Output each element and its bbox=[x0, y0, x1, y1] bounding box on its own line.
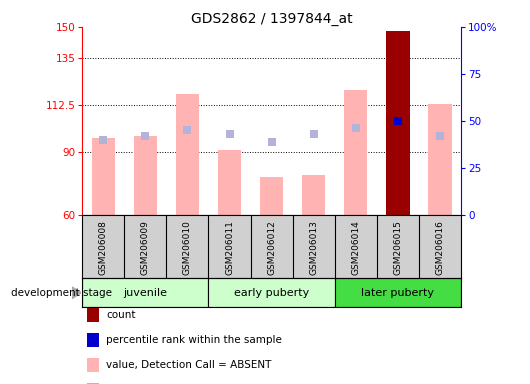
Text: GSM206016: GSM206016 bbox=[436, 220, 445, 275]
Text: value, Detection Call = ABSENT: value, Detection Call = ABSENT bbox=[106, 360, 271, 370]
Point bbox=[267, 139, 276, 145]
Bar bbox=[302, 175, 325, 215]
Point bbox=[183, 127, 192, 134]
Text: GSM206011: GSM206011 bbox=[225, 220, 234, 275]
Text: GSM206009: GSM206009 bbox=[141, 220, 150, 275]
Bar bbox=[335, 278, 461, 307]
Polygon shape bbox=[72, 286, 81, 299]
Text: development stage: development stage bbox=[11, 288, 112, 298]
Point bbox=[394, 118, 402, 124]
Bar bbox=[82, 278, 208, 307]
Text: GSM206010: GSM206010 bbox=[183, 220, 192, 275]
Text: GSM206008: GSM206008 bbox=[99, 220, 108, 275]
Text: GDS2862 / 1397844_at: GDS2862 / 1397844_at bbox=[191, 12, 352, 25]
Bar bbox=[218, 150, 241, 215]
Point bbox=[436, 133, 444, 139]
Point bbox=[351, 126, 360, 132]
Bar bbox=[208, 278, 335, 307]
Point bbox=[141, 133, 149, 139]
Text: early puberty: early puberty bbox=[234, 288, 309, 298]
Text: GSM206014: GSM206014 bbox=[351, 220, 360, 275]
Point bbox=[310, 131, 318, 137]
Text: GSM206012: GSM206012 bbox=[267, 220, 276, 275]
Bar bbox=[176, 94, 199, 215]
Text: GSM206015: GSM206015 bbox=[393, 220, 402, 275]
Bar bbox=[386, 31, 410, 215]
Point bbox=[99, 137, 108, 143]
Bar bbox=[428, 104, 452, 215]
Bar bbox=[134, 136, 157, 215]
Text: juvenile: juvenile bbox=[123, 288, 167, 298]
Bar bbox=[92, 138, 115, 215]
Bar bbox=[344, 89, 367, 215]
Text: later puberty: later puberty bbox=[361, 288, 435, 298]
Bar bbox=[260, 177, 283, 215]
Text: percentile rank within the sample: percentile rank within the sample bbox=[106, 335, 282, 345]
Text: count: count bbox=[106, 310, 136, 320]
Point bbox=[225, 131, 234, 137]
Text: GSM206013: GSM206013 bbox=[309, 220, 318, 275]
